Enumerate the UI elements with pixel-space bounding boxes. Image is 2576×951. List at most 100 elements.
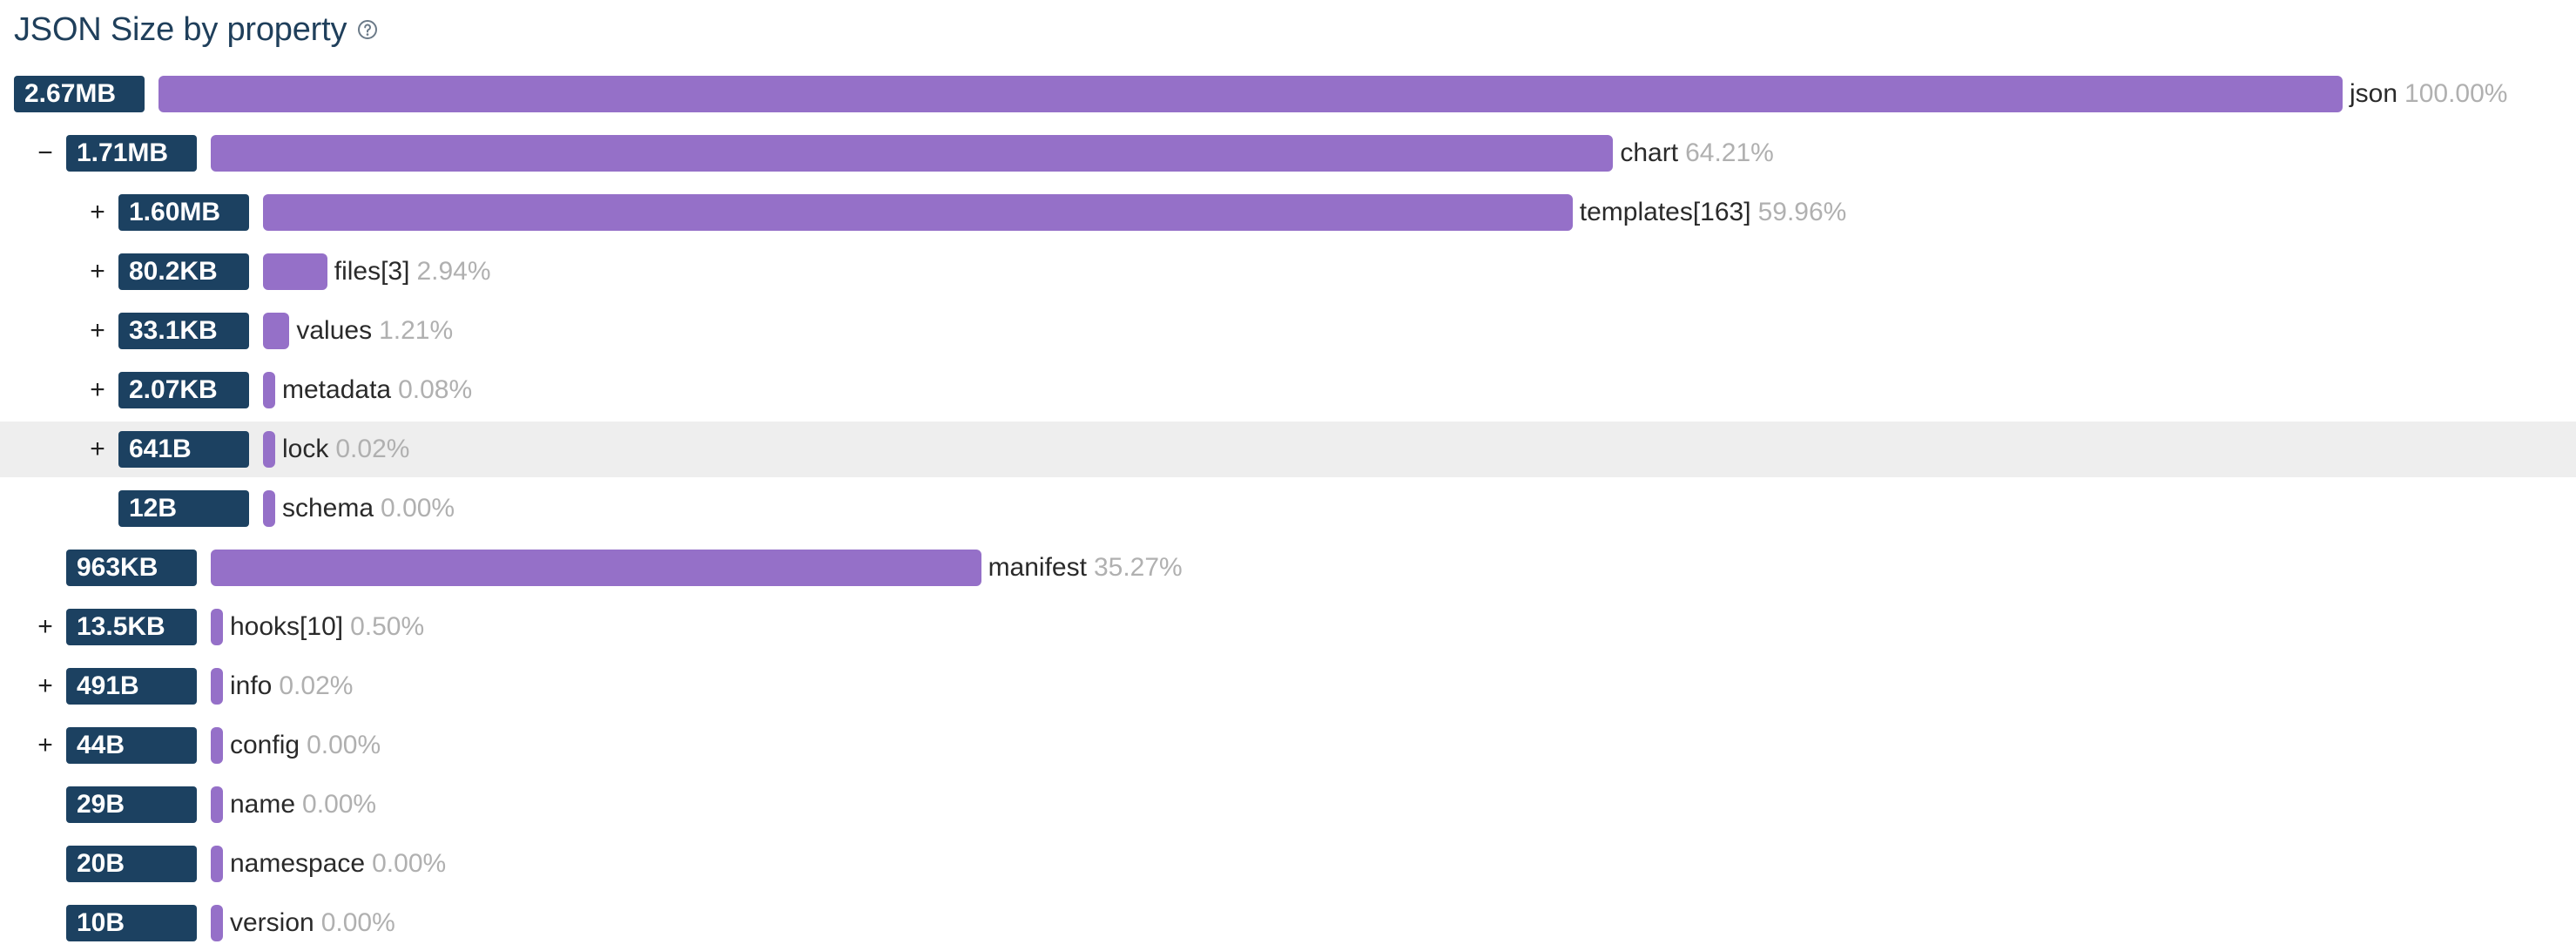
property-name: version <box>230 908 314 937</box>
tree-row-chart[interactable]: −1.71MB chart 64.21% <box>0 125 2576 181</box>
size-bar <box>211 905 223 941</box>
property-label: values 1.21% <box>296 303 453 359</box>
property-name: templates[163] <box>1579 198 1751 226</box>
property-name: lock <box>282 435 329 463</box>
size-bar <box>211 786 223 823</box>
expand-toggle[interactable]: + <box>37 612 53 641</box>
property-percent: 0.02% <box>279 671 354 700</box>
size-badge: 13.5KB <box>66 609 197 645</box>
size-bar <box>263 313 290 349</box>
size-badge: 641B <box>118 431 249 468</box>
tree-row-metadata[interactable]: +2.07KB metadata 0.08% <box>0 362 2576 418</box>
property-name: config <box>230 731 300 759</box>
property-label: templates[163] 59.96% <box>1580 185 1847 240</box>
expand-toggle[interactable]: + <box>90 316 105 345</box>
property-label: json 100.00% <box>2350 66 2507 122</box>
property-label: name 0.00% <box>230 777 376 833</box>
property-percent: 0.00% <box>381 494 455 523</box>
tree-row-files[interactable]: +80.2KB files[3] 2.94% <box>0 244 2576 300</box>
size-bar <box>263 372 275 408</box>
property-label: schema 0.00% <box>282 481 455 536</box>
size-bar <box>211 135 1614 172</box>
property-percent: 59.96% <box>1757 198 1847 226</box>
size-bar <box>263 194 1573 231</box>
size-bar <box>211 668 223 705</box>
property-percent: 0.50% <box>350 612 425 641</box>
size-badge: 44B <box>66 727 197 764</box>
property-name: manifest <box>988 553 1087 582</box>
expand-toggle[interactable]: + <box>90 435 105 463</box>
property-label: manifest 35.27% <box>988 540 1183 596</box>
property-name: namespace <box>230 849 366 878</box>
tree-row-manifest[interactable]: 963KB manifest 35.27% <box>0 540 2576 596</box>
tree-row-config[interactable]: +44B config 0.00% <box>0 718 2576 773</box>
tree-row-lock[interactable]: +641B lock 0.02% <box>0 422 2576 477</box>
property-name: values <box>296 316 373 345</box>
size-badge: 33.1KB <box>118 313 249 349</box>
size-badge: 1.60MB <box>118 194 249 231</box>
property-name: name <box>230 790 296 819</box>
chart-header: JSON Size by property <box>14 5 378 54</box>
size-bar <box>158 76 2343 112</box>
size-bar <box>263 431 275 468</box>
size-bar <box>263 490 275 527</box>
expand-toggle[interactable]: + <box>90 375 105 404</box>
property-name: schema <box>282 494 374 523</box>
tree-row-hooks[interactable]: +13.5KB hooks[10] 0.50% <box>0 599 2576 655</box>
size-bar <box>211 846 223 882</box>
tree-row-templates[interactable]: +1.60MB templates[163] 59.96% <box>0 185 2576 240</box>
property-percent: 100.00% <box>2404 79 2508 108</box>
size-badge: 10B <box>66 905 197 941</box>
property-name: files[3] <box>334 257 410 286</box>
property-label: config 0.00% <box>230 718 381 773</box>
size-badge: 2.67MB <box>14 76 145 112</box>
size-badge: 963KB <box>66 550 197 586</box>
property-name: chart <box>1620 138 1679 167</box>
property-label: files[3] 2.94% <box>334 244 491 300</box>
property-percent: 0.08% <box>398 375 473 404</box>
tree-row-json[interactable]: 2.67MB json 100.00% <box>0 66 2576 122</box>
property-percent: 0.00% <box>307 731 381 759</box>
property-label: namespace 0.00% <box>230 836 446 892</box>
tree-row-version[interactable]: 10B version 0.00% <box>0 895 2576 951</box>
size-badge: 20B <box>66 846 197 882</box>
tree-row-schema[interactable]: 12B schema 0.00% <box>0 481 2576 536</box>
expand-toggle[interactable]: + <box>37 671 53 700</box>
size-bar <box>211 550 981 586</box>
collapse-toggle[interactable]: − <box>37 138 53 167</box>
property-label: lock 0.02% <box>282 422 409 477</box>
tree-row-values[interactable]: +33.1KB values 1.21% <box>0 303 2576 359</box>
tree-row-namespace[interactable]: 20B namespace 0.00% <box>0 836 2576 892</box>
tree-row-info[interactable]: +491B info 0.02% <box>0 658 2576 714</box>
property-name: json <box>2350 79 2398 108</box>
property-name: metadata <box>282 375 392 404</box>
size-badge: 12B <box>118 490 249 527</box>
size-badge: 491B <box>66 668 197 705</box>
property-name: info <box>230 671 273 700</box>
property-percent: 0.00% <box>302 790 377 819</box>
size-badge: 2.07KB <box>118 372 249 408</box>
property-label: hooks[10] 0.50% <box>230 599 424 655</box>
property-percent: 64.21% <box>1685 138 1774 167</box>
chart-title: JSON Size by property <box>14 10 347 48</box>
property-percent: 2.94% <box>416 257 491 286</box>
property-label: chart 64.21% <box>1620 125 1773 181</box>
size-badge: 80.2KB <box>118 253 249 290</box>
expand-toggle[interactable]: + <box>37 731 53 759</box>
question-circle-icon[interactable] <box>357 19 378 40</box>
property-percent: 35.27% <box>1093 553 1183 582</box>
expand-toggle[interactable]: + <box>90 257 105 286</box>
expand-toggle[interactable]: + <box>90 198 105 226</box>
property-label: metadata 0.08% <box>282 362 472 418</box>
size-badge: 29B <box>66 786 197 823</box>
property-label: info 0.02% <box>230 658 353 714</box>
property-percent: 0.00% <box>320 908 395 937</box>
property-percent: 1.21% <box>379 316 454 345</box>
size-bar <box>211 727 223 764</box>
property-label: version 0.00% <box>230 895 395 951</box>
property-percent: 0.00% <box>372 849 447 878</box>
tree-row-name[interactable]: 29B name 0.00% <box>0 777 2576 833</box>
size-badge: 1.71MB <box>66 135 197 172</box>
property-name: hooks[10] <box>230 612 344 641</box>
